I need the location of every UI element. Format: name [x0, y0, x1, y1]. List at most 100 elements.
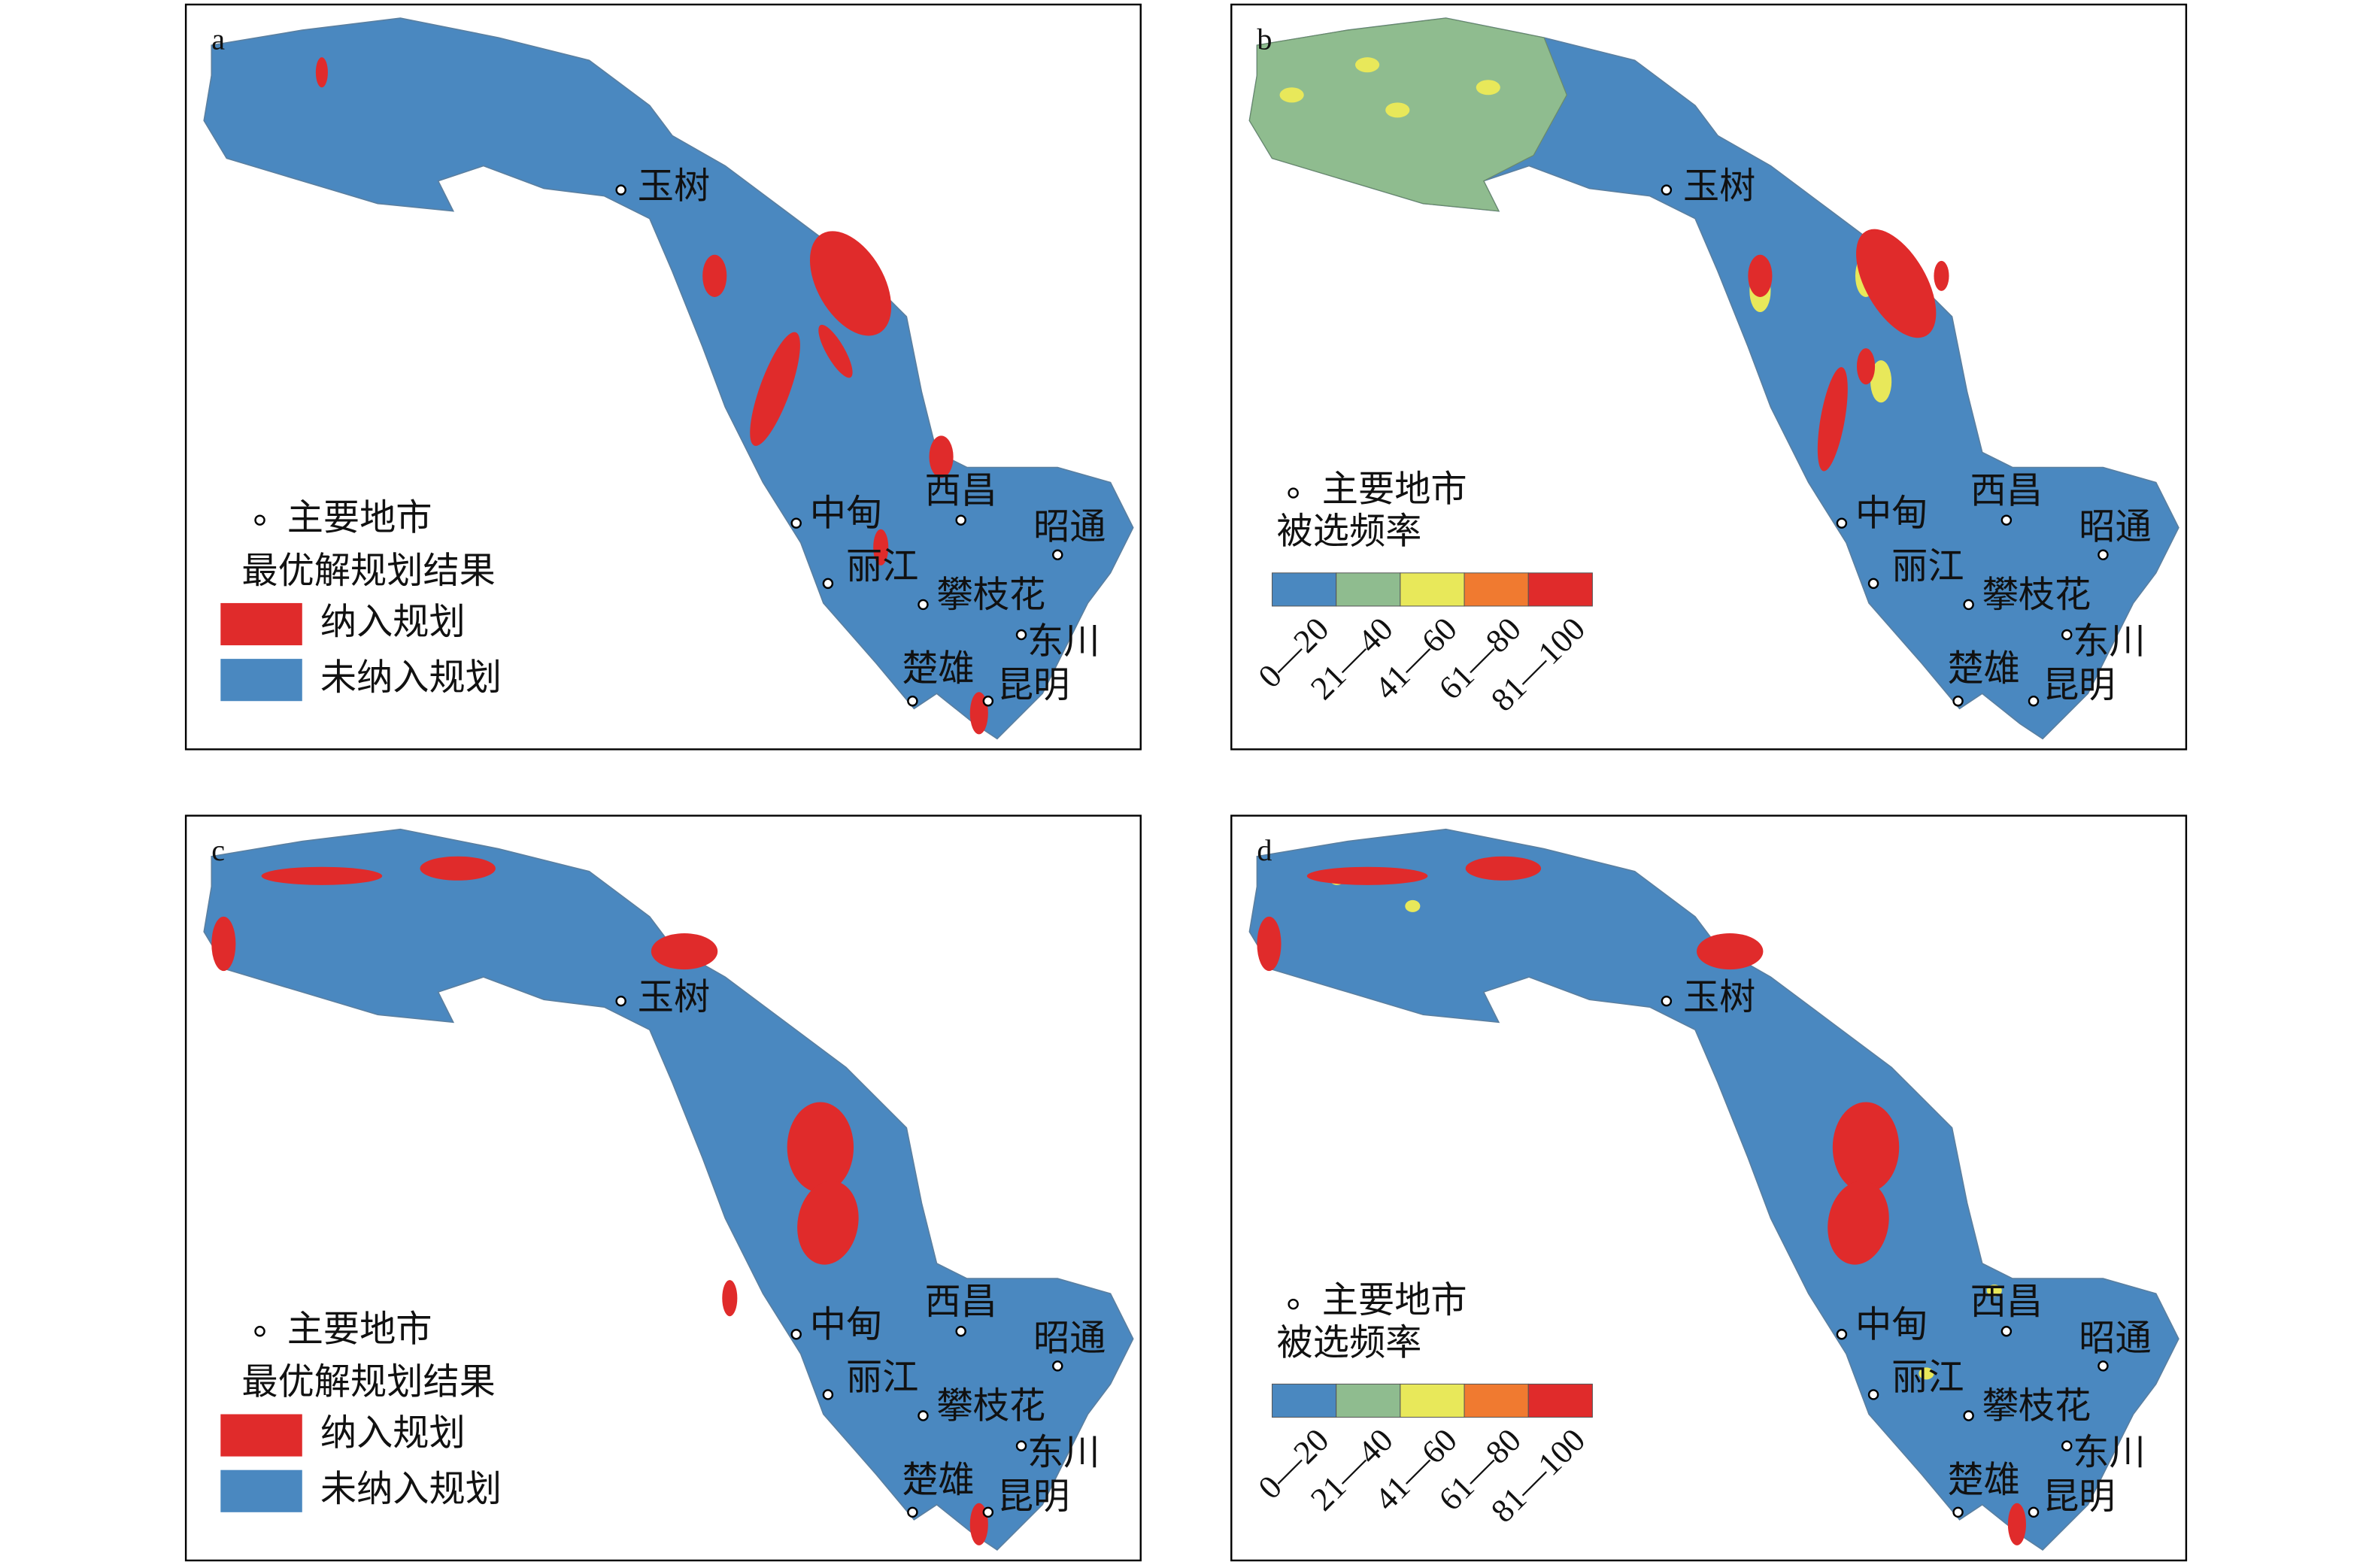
city-dot [982, 1506, 994, 1518]
city-label: 中甸 [1855, 494, 1928, 534]
selected-patch [1934, 260, 1949, 291]
panel-label: b [1257, 22, 1272, 56]
city-label: 楚雄 [1948, 649, 2020, 689]
city-label: 楚雄 [902, 1460, 974, 1500]
selected-patch [651, 933, 718, 970]
selected-patch [929, 435, 954, 478]
frequency-patch [1919, 1367, 1934, 1380]
city-dot [1052, 549, 1063, 560]
legend-swatch [1400, 572, 1465, 607]
city-dot [1963, 1410, 1974, 1421]
city-label: 昆明 [997, 666, 1069, 705]
legend-city-dot [254, 514, 265, 526]
legend-title: 被选频率 [1277, 512, 1422, 552]
city-dot [1661, 184, 1673, 196]
frequency-patch [1405, 899, 1421, 912]
legend-swatch [1272, 572, 1337, 607]
city-dot [955, 1326, 966, 1337]
frequency-patch [1870, 360, 1892, 403]
selected-patch [722, 1280, 738, 1317]
legend-swatch [220, 1469, 302, 1512]
legend-city-dot [1288, 487, 1299, 499]
city-dot [615, 184, 626, 196]
selected-patch [1832, 1102, 1900, 1193]
legend-city-label: 主要地市 [1322, 1281, 1467, 1321]
city-dot [1952, 1506, 1964, 1518]
frequency-patch [1279, 87, 1304, 103]
city-label: 楚雄 [902, 649, 974, 689]
selected-patch [809, 231, 892, 336]
city-label: 中甸 [810, 494, 882, 534]
city-dot [790, 517, 802, 529]
legend-title: 最优解规划结果 [241, 1362, 495, 1402]
selected-patch [702, 254, 727, 297]
selected-patch [1828, 1181, 1889, 1265]
city-label: 西昌 [924, 472, 996, 511]
city-label: 中甸 [810, 1305, 882, 1345]
city-label: 玉树 [638, 167, 710, 207]
city-dot [1952, 696, 1964, 707]
legend-item-label: 未纳入规划 [320, 1469, 502, 1509]
basin [1248, 828, 2179, 1551]
city-dot [1836, 1329, 1848, 1340]
city-dot [1052, 1360, 1063, 1372]
city-dot [1836, 517, 1848, 529]
legend-swatch [220, 602, 302, 646]
selected-patch [1748, 254, 1773, 297]
city-dot [907, 696, 918, 707]
selected-patch [873, 529, 889, 566]
city-dot [907, 1506, 918, 1518]
city-label: 玉树 [638, 978, 710, 1018]
frequency-area [1248, 17, 1567, 212]
city-label: 玉树 [1683, 167, 1755, 207]
legend-swatch [220, 1414, 302, 1457]
legend-title: 最优解规划结果 [241, 551, 495, 591]
city-dot [2028, 1506, 2040, 1518]
city-dot [2061, 1440, 2073, 1451]
city-label: 东川 [1027, 622, 1100, 662]
selected-patch [1856, 229, 1937, 338]
city-label: 丽江 [1891, 547, 1964, 587]
city-dot [2098, 1360, 2109, 1372]
city-dot [1661, 995, 1673, 1007]
legend-swatch [220, 659, 302, 702]
city-label: 昆明 [2043, 666, 2115, 705]
city-dot [615, 995, 626, 1007]
legend-city-label: 主要地市 [287, 499, 432, 538]
legend-item-label: 纳入规划 [320, 602, 466, 642]
legend-swatch [1464, 572, 1529, 607]
city-label: 攀枝花 [937, 575, 1046, 615]
city-dot [822, 1389, 834, 1400]
selected-patch [211, 916, 236, 972]
basin [203, 17, 1134, 740]
city-dot [2098, 549, 2109, 560]
city-dot [1963, 599, 1974, 611]
city-dot [1015, 1440, 1027, 1451]
frequency-patch [1476, 80, 1500, 96]
legend-item-label: 纳入规划 [320, 1414, 466, 1454]
frequency-patch [1986, 1284, 2002, 1297]
city-label: 西昌 [1970, 472, 2043, 511]
city-dot [1015, 629, 1027, 641]
selected-patch [1306, 866, 1428, 885]
selected-patch [315, 57, 328, 88]
selected-patch [2007, 1503, 2026, 1545]
city-label: 丽江 [846, 547, 918, 587]
selected-patch [420, 856, 496, 881]
city-label: 昆明 [997, 1477, 1069, 1517]
city-label: 丽江 [846, 1357, 918, 1397]
selected-patch [787, 1102, 854, 1193]
legend-city-dot [254, 1326, 265, 1337]
city-dot [822, 578, 834, 590]
city-label: 楚雄 [1948, 1460, 2020, 1500]
panel-label: d [1257, 833, 1272, 867]
city-label: 东川 [2073, 622, 2145, 662]
legend-city-label: 主要地市 [1322, 470, 1467, 510]
city-label: 西昌 [924, 1282, 996, 1322]
city-dot [2061, 629, 2073, 641]
selected-patch [818, 324, 853, 378]
city-label: 东川 [2073, 1433, 2145, 1473]
city-dot [918, 599, 929, 611]
